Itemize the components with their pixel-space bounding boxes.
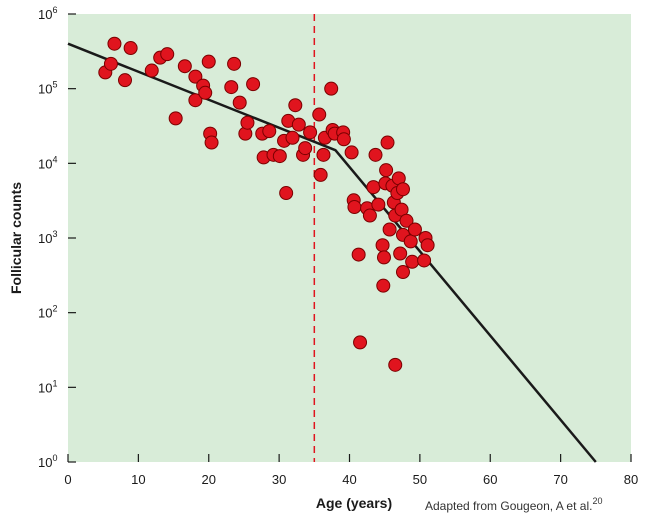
y-tick-label: 106 [38,5,57,22]
data-point [375,238,390,253]
y-tick-labels: 100 101 102 103 104 105 106 [38,5,57,470]
trend-line [67,42,597,463]
x-tick-label: 0 [64,472,71,487]
data-point [399,213,414,228]
data-point [366,180,381,195]
data-point [388,357,403,372]
data-point [103,56,118,71]
data-points [98,36,435,372]
data-point [376,250,391,265]
data-point [240,115,255,130]
data-point [382,222,397,237]
x-tick-labels: 0 10 20 30 40 50 60 70 80 [64,472,638,487]
y-tick-label: 103 [38,229,57,246]
x-tick-label: 40 [342,472,356,487]
y-tick-label: 105 [38,80,57,97]
data-point [344,145,359,160]
data-point [291,117,306,132]
x-tick-label: 10 [131,472,145,487]
data-point [188,69,203,84]
data-point [393,246,408,261]
data-point [288,98,303,113]
data-point [316,147,331,162]
source-citation: Adapted from Gougeon, A et al.20 [425,496,602,513]
y-axis-title: Follicular counts [8,182,24,294]
y-tick-label: 104 [38,154,57,171]
data-point [362,208,377,223]
axis-ticks [67,13,632,463]
y-tick-label: 102 [38,304,57,321]
data-point [324,81,339,96]
data-point [420,238,435,253]
data-point [227,56,242,71]
citation-ref: 20 [592,496,602,506]
x-tick-label: 60 [483,472,497,487]
data-point [371,197,386,212]
data-point [380,135,395,150]
data-point [312,107,327,122]
data-point [168,111,183,126]
data-point [160,47,175,62]
data-point [224,80,239,95]
data-point [405,254,420,269]
x-axis-title: Age (years) [316,495,392,511]
data-point [313,167,328,182]
data-point [285,130,300,145]
data-point [246,77,261,92]
citation-text: Adapted from Gougeon, A et al. [425,499,592,513]
data-point [379,163,394,178]
data-point [351,247,366,262]
data-point [417,253,432,268]
data-point [336,132,351,147]
x-tick-label: 80 [624,472,638,487]
data-point [298,141,313,156]
data-point [201,54,216,69]
data-point [407,222,422,237]
data-point [144,63,159,78]
data-point [188,93,203,108]
x-tick-label: 20 [202,472,216,487]
data-point [232,95,247,110]
data-point [395,265,410,280]
data-point [376,278,391,293]
data-point [118,73,133,88]
data-point [123,41,138,56]
plot-background [68,14,631,462]
data-point [279,186,294,201]
data-point [177,59,192,74]
data-point [107,36,122,51]
data-point [395,182,410,197]
data-point [262,124,277,139]
y-tick-label: 100 [38,453,57,470]
data-point [347,200,362,215]
data-point [303,125,318,140]
data-point [368,147,383,162]
data-point [353,335,368,350]
data-point [403,234,418,249]
y-tick-label: 101 [38,378,57,395]
x-tick-label: 30 [272,472,286,487]
x-tick-label: 70 [553,472,567,487]
data-point [198,85,213,100]
x-tick-label: 50 [413,472,427,487]
data-point [272,149,287,164]
data-point [204,135,219,150]
